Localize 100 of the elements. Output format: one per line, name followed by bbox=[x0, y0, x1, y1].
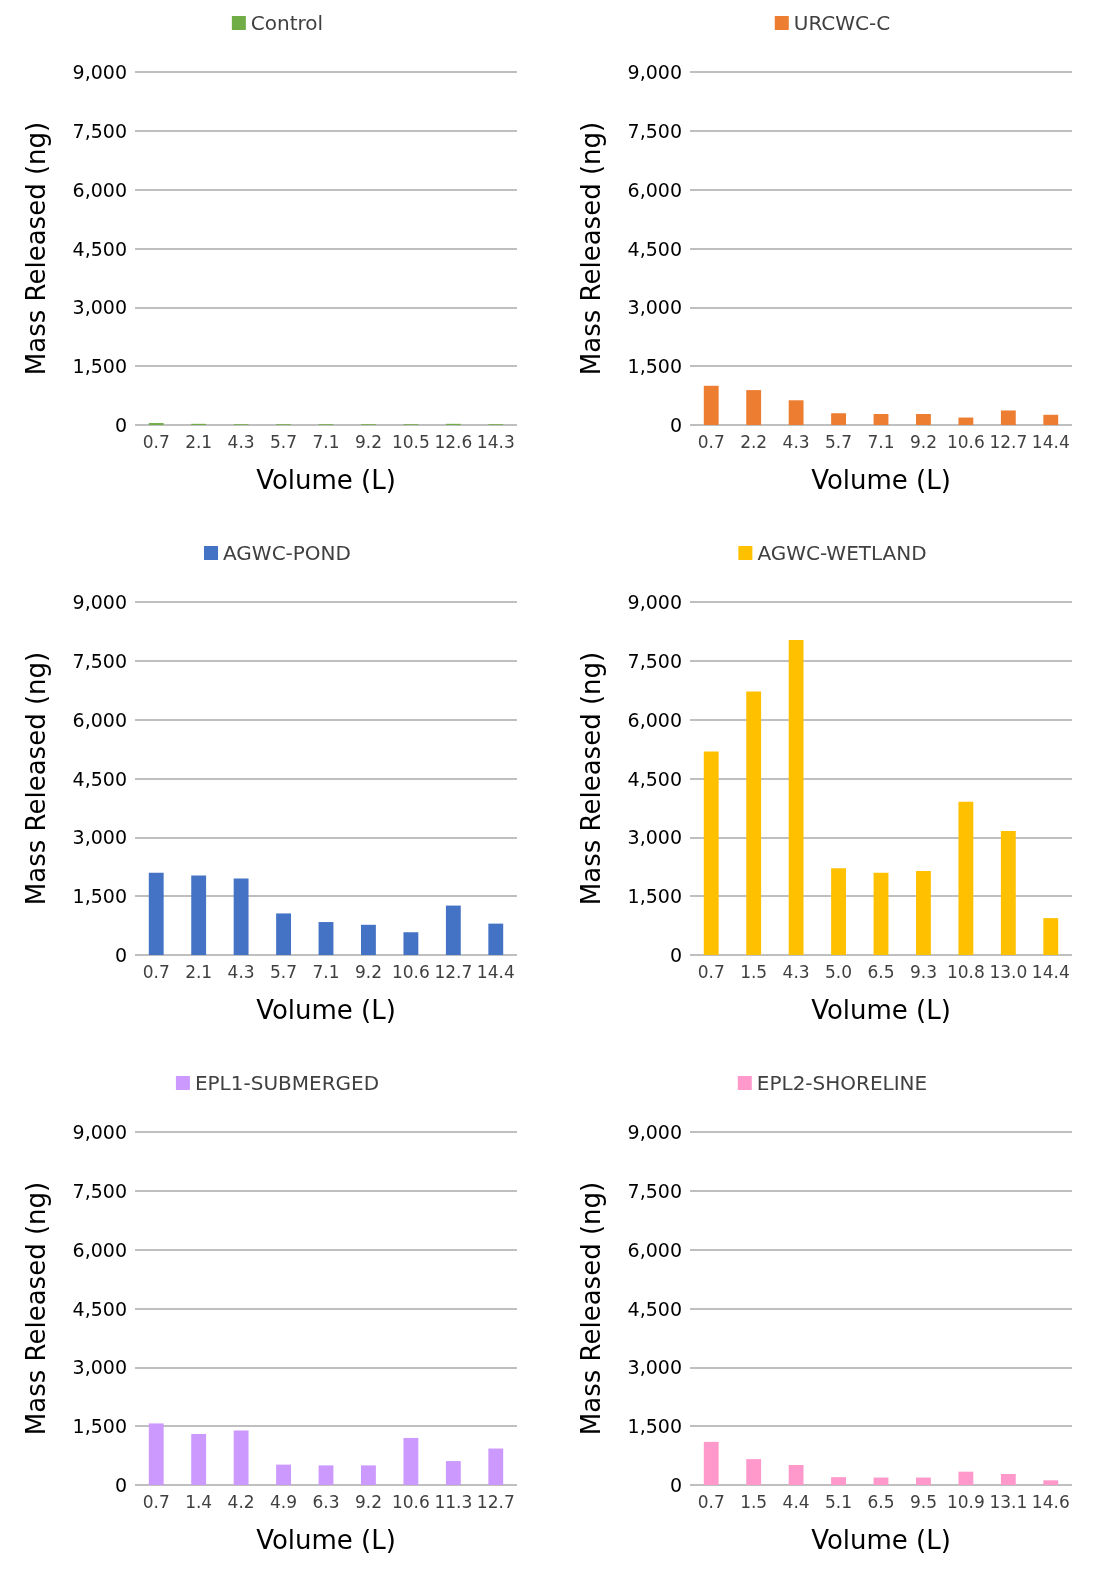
bar bbox=[403, 1437, 419, 1485]
y-tick-label: 0 bbox=[669, 414, 682, 436]
x-tick-label: 0.7 bbox=[142, 961, 170, 982]
bar bbox=[1043, 918, 1059, 955]
y-axis-title: Mass Released (ng) bbox=[576, 651, 606, 906]
bar bbox=[361, 924, 376, 955]
x-tick-label: 7.1 bbox=[312, 431, 340, 452]
bar bbox=[873, 414, 889, 425]
x-tick-label: 2.1 bbox=[185, 961, 213, 982]
bar bbox=[233, 878, 249, 955]
y-tick-label: 6,000 bbox=[72, 708, 127, 731]
bar bbox=[788, 640, 804, 955]
bar bbox=[703, 751, 719, 955]
y-tick-label: 1,500 bbox=[72, 1415, 127, 1438]
y-tick-label: 6,000 bbox=[627, 178, 682, 201]
x-tick-label: 6.5 bbox=[867, 1491, 895, 1512]
bar bbox=[746, 390, 762, 425]
bar bbox=[746, 691, 762, 955]
bar bbox=[191, 875, 207, 955]
x-axis-title: Volume (L) bbox=[811, 1525, 951, 1555]
x-tick-label: 5.7 bbox=[270, 431, 298, 452]
bar bbox=[148, 872, 164, 955]
bar bbox=[148, 1423, 164, 1485]
x-tick-label: 4.9 bbox=[270, 1491, 298, 1512]
y-tick-label: 3,000 bbox=[72, 296, 127, 319]
x-tick-label: 10.6 bbox=[391, 961, 430, 982]
bar bbox=[276, 1464, 291, 1485]
bar bbox=[958, 801, 974, 955]
x-tick-label: 1.5 bbox=[740, 1491, 768, 1512]
x-tick-label: 2.1 bbox=[185, 431, 213, 452]
y-tick-label: 1,500 bbox=[627, 355, 682, 378]
x-tick-label: 1.4 bbox=[185, 1491, 213, 1512]
x-tick-label: 4.3 bbox=[782, 431, 810, 452]
legend-label: EPL2-SHORELINE bbox=[756, 1071, 928, 1095]
legend-label: AGWC-POND bbox=[223, 541, 351, 565]
x-axis-title: Volume (L) bbox=[811, 465, 951, 495]
x-tick-label: 7.1 bbox=[312, 961, 340, 982]
x-axis-title: Volume (L) bbox=[811, 995, 951, 1025]
x-tick-label: 12.6 bbox=[434, 431, 473, 452]
x-tick-label: 14.4 bbox=[476, 961, 515, 982]
y-tick-label: 3,000 bbox=[72, 826, 127, 849]
bar bbox=[1000, 831, 1016, 955]
bar bbox=[1000, 410, 1016, 425]
bar bbox=[703, 1441, 719, 1485]
x-tick-label: 9.3 bbox=[909, 961, 937, 982]
y-tick-label: 1,500 bbox=[627, 885, 682, 908]
y-tick-label: 1,500 bbox=[72, 355, 127, 378]
bar bbox=[916, 1477, 931, 1485]
y-tick-label: 4,500 bbox=[72, 1297, 127, 1320]
x-tick-label: 0.7 bbox=[142, 1491, 170, 1512]
y-tick-label: 6,000 bbox=[627, 1238, 682, 1261]
x-tick-label: 13.0 bbox=[989, 961, 1028, 982]
y-tick-label: 3,000 bbox=[72, 1356, 127, 1379]
y-tick-label: 7,500 bbox=[72, 119, 127, 142]
bar bbox=[873, 872, 889, 955]
y-tick-label: 7,500 bbox=[627, 649, 682, 672]
x-tick-label: 4.4 bbox=[782, 1491, 810, 1512]
bar bbox=[958, 417, 974, 425]
y-tick-label: 9,000 bbox=[627, 591, 682, 613]
y-tick-label: 0 bbox=[114, 1474, 127, 1496]
x-tick-label: 10.6 bbox=[946, 431, 985, 452]
x-tick-label: 9.5 bbox=[909, 1491, 937, 1512]
x-tick-label: 12.7 bbox=[434, 961, 473, 982]
y-tick-label: 7,500 bbox=[627, 1179, 682, 1202]
y-tick-label: 6,000 bbox=[627, 708, 682, 731]
y-tick-label: 4,500 bbox=[72, 237, 127, 260]
x-axis-title: Volume (L) bbox=[256, 465, 396, 495]
x-tick-label: 14.3 bbox=[476, 431, 515, 452]
y-tick-label: 3,000 bbox=[627, 296, 682, 319]
y-tick-label: 0 bbox=[669, 944, 682, 966]
x-tick-label: 9.2 bbox=[354, 1491, 382, 1512]
x-tick-label: 0.7 bbox=[697, 431, 725, 452]
y-tick-label: 9,000 bbox=[72, 61, 127, 83]
x-tick-label: 11.3 bbox=[434, 1491, 473, 1512]
x-axis-title: Volume (L) bbox=[256, 995, 396, 1025]
x-tick-label: 14.6 bbox=[1031, 1491, 1070, 1512]
bar bbox=[318, 1465, 334, 1485]
y-tick-label: 7,500 bbox=[72, 1179, 127, 1202]
x-tick-label: 14.4 bbox=[1031, 431, 1070, 452]
legend-label: AGWC-WETLAND bbox=[757, 541, 927, 565]
y-tick-label: 0 bbox=[669, 1474, 682, 1496]
bar bbox=[831, 413, 846, 425]
bar bbox=[788, 1465, 804, 1485]
y-tick-label: 6,000 bbox=[72, 1238, 127, 1261]
x-tick-label: 1.5 bbox=[740, 961, 768, 982]
bar bbox=[445, 905, 461, 955]
x-tick-label: 2.2 bbox=[740, 431, 768, 452]
bar bbox=[403, 932, 419, 955]
y-tick-label: 1,500 bbox=[627, 1415, 682, 1438]
bar bbox=[233, 1430, 249, 1485]
bar bbox=[703, 385, 719, 425]
x-tick-label: 14.4 bbox=[1031, 961, 1070, 982]
bar bbox=[318, 922, 334, 955]
bar bbox=[276, 913, 291, 955]
y-tick-label: 1,500 bbox=[72, 885, 127, 908]
x-tick-label: 5.7 bbox=[825, 431, 853, 452]
y-tick-label: 9,000 bbox=[627, 61, 682, 83]
bar bbox=[488, 923, 504, 955]
x-tick-label: 4.3 bbox=[782, 961, 810, 982]
x-tick-label: 10.6 bbox=[391, 1491, 430, 1512]
